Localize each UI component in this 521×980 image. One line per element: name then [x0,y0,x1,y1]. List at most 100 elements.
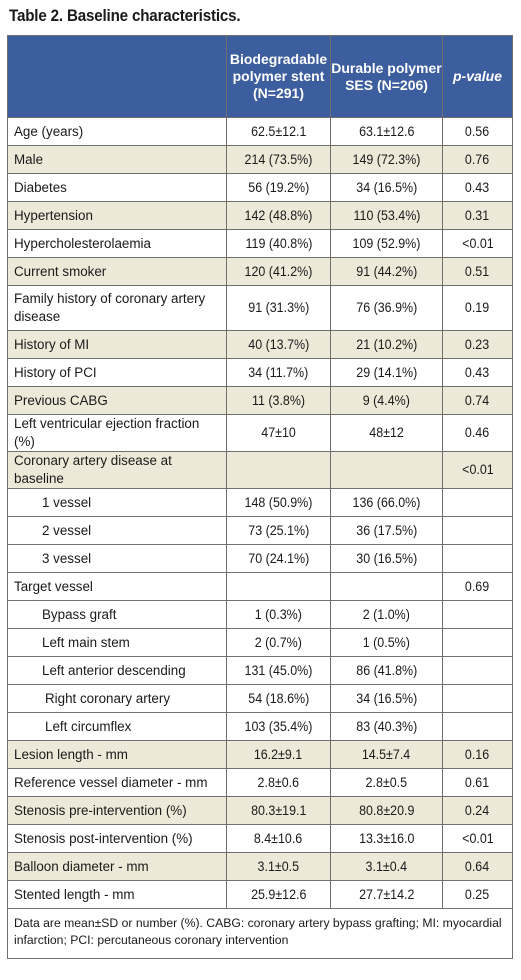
durable-value: 48±12 [330,414,443,452]
table-row: 2 vessel 73 (25.1%) 36 (17.5%) [7,516,513,545]
durable-value: 1 (0.5%) [330,628,443,657]
p-value: 0.56 [442,117,513,146]
row-label: Previous CABG [7,386,227,415]
table-row: History of MI 40 (13.7%) 21 (10.2%) 0.23 [7,330,513,359]
durable-value: 27.7±14.2 [330,880,443,909]
durable-value: 14.5±7.4 [330,740,443,769]
biodegradable-value: 62.5±12.1 [226,117,331,146]
table-header-row: Biodegradable polymer stent (N=291) Dura… [7,35,513,118]
row-label: Coronary artery disease at baseline [7,451,227,489]
table-row: Bypass graft 1 (0.3%) 2 (1.0%) [7,600,513,629]
biodegradable-value: 2 (0.7%) [226,628,331,657]
row-label: Stenosis post-intervention (%) [7,824,227,853]
biodegradable-value: 16.2±9.1 [226,740,331,769]
row-label: Family history of coronary artery diseas… [7,285,227,331]
p-value: <0.01 [442,229,513,258]
header-durable: Durable polymer SES (N=206) [330,35,443,118]
table-row: Family history of coronary artery diseas… [7,285,513,331]
durable-value: 110 (53.4%) [330,201,443,230]
row-label: 2 vessel [7,516,227,545]
row-label: Left anterior descending [7,656,227,685]
table-row: Hypertension 142 (48.8%) 110 (53.4%) 0.31 [7,201,513,230]
biodegradable-value: 148 (50.9%) [226,488,331,517]
header-biodegradable: Biodegradable polymer stent (N=291) [226,35,331,118]
biodegradable-value: 3.1±0.5 [226,852,331,881]
p-value: 0.64 [442,852,513,881]
biodegradable-value: 2.8±0.6 [226,768,331,797]
table-row: Male 214 (73.5%) 149 (72.3%) 0.76 [7,145,513,174]
durable-value: 2 (1.0%) [330,600,443,629]
durable-value: 83 (40.3%) [330,712,443,741]
table-row: Balloon diameter - mm 3.1±0.5 3.1±0.4 0.64 [7,852,513,881]
durable-value: 13.3±16.0 [330,824,443,853]
row-label: Male [7,145,227,174]
durable-value: 109 (52.9%) [330,229,443,258]
p-value: 0.69 [442,572,513,601]
row-label: Left main stem [7,628,227,657]
durable-value: 21 (10.2%) [330,330,443,359]
row-label: 3 vessel [7,544,227,573]
biodegradable-value: 214 (73.5%) [226,145,331,174]
table-row: 3 vessel 70 (24.1%) 30 (16.5%) [7,544,513,573]
durable-value: 91 (44.2%) [330,257,443,286]
biodegradable-value: 120 (41.2%) [226,257,331,286]
durable-value: 3.1±0.4 [330,852,443,881]
table-row: History of PCI 34 (11.7%) 29 (14.1%) 0.43 [7,358,513,387]
durable-value [330,572,443,601]
p-value [442,544,513,573]
table-footnote-row: Data are mean±SD or number (%). CABG: co… [7,908,513,959]
p-value: 0.43 [442,358,513,387]
p-value: 0.23 [442,330,513,359]
row-label: Right coronary artery [7,684,227,713]
table-footnote: Data are mean±SD or number (%). CABG: co… [7,908,513,959]
p-value: 0.76 [442,145,513,174]
durable-value: 2.8±0.5 [330,768,443,797]
p-value: 0.25 [442,880,513,909]
p-value: 0.31 [442,201,513,230]
row-label: Bypass graft [7,600,227,629]
biodegradable-value: 25.9±12.6 [226,880,331,909]
row-label: Hypercholesterolaemia [7,229,227,258]
durable-value: 34 (16.5%) [330,684,443,713]
durable-value: 34 (16.5%) [330,173,443,202]
table-row: Left anterior descending 131 (45.0%) 86 (4… [7,656,513,685]
table-row: Left main stem 2 (0.7%) 1 (0.5%) [7,628,513,657]
row-label: Stenosis pre-intervention (%) [7,796,227,825]
durable-value [330,451,443,489]
p-value: 0.24 [442,796,513,825]
p-value: 0.46 [442,414,513,452]
table-row: Age (years) 62.5±12.1 63.1±12.6 0.56 [7,117,513,146]
biodegradable-value: 103 (35.4%) [226,712,331,741]
durable-value: 9 (4.4%) [330,386,443,415]
table-row: Right coronary artery 54 (18.6%) 34 (16.5%… [7,684,513,713]
row-label: Age (years) [7,117,227,146]
row-label: History of MI [7,330,227,359]
row-label: 1 vessel [7,488,227,517]
table-row: Left ventricular ejection fraction (%) 47… [7,414,513,452]
p-value [442,656,513,685]
row-label: Current smoker [7,257,227,286]
p-value [442,684,513,713]
biodegradable-value: 131 (45.0%) [226,656,331,685]
p-value [442,712,513,741]
durable-value: 63.1±12.6 [330,117,443,146]
p-value: 0.61 [442,768,513,797]
biodegradable-value: 80.3±19.1 [226,796,331,825]
table-row: Previous CABG 11 (3.8%) 9 (4.4%) 0.74 [7,386,513,415]
p-value: 0.19 [442,285,513,331]
table-row: Current smoker 120 (41.2%) 91 (44.2%) 0.51 [7,257,513,286]
table-row: Left circumflex 103 (35.4%) 83 (40.3%) [7,712,513,741]
row-label: Left ventricular ejection fraction (%) [7,414,227,452]
biodegradable-value [226,451,331,489]
header-p-value: p-value [442,35,513,118]
table-row: Reference vessel diameter - mm 2.8±0.6 2.8… [7,768,513,797]
table-row: 1 vessel 148 (50.9%) 136 (66.0%) [7,488,513,517]
table-row: Target vessel 0.69 [7,572,513,601]
durable-value: 36 (17.5%) [330,516,443,545]
biodegradable-value: 34 (11.7%) [226,358,331,387]
biodegradable-value: 142 (48.8%) [226,201,331,230]
biodegradable-value: 73 (25.1%) [226,516,331,545]
durable-value: 76 (36.9%) [330,285,443,331]
row-label: Stented length - mm [7,880,227,909]
row-label: Hypertension [7,201,227,230]
